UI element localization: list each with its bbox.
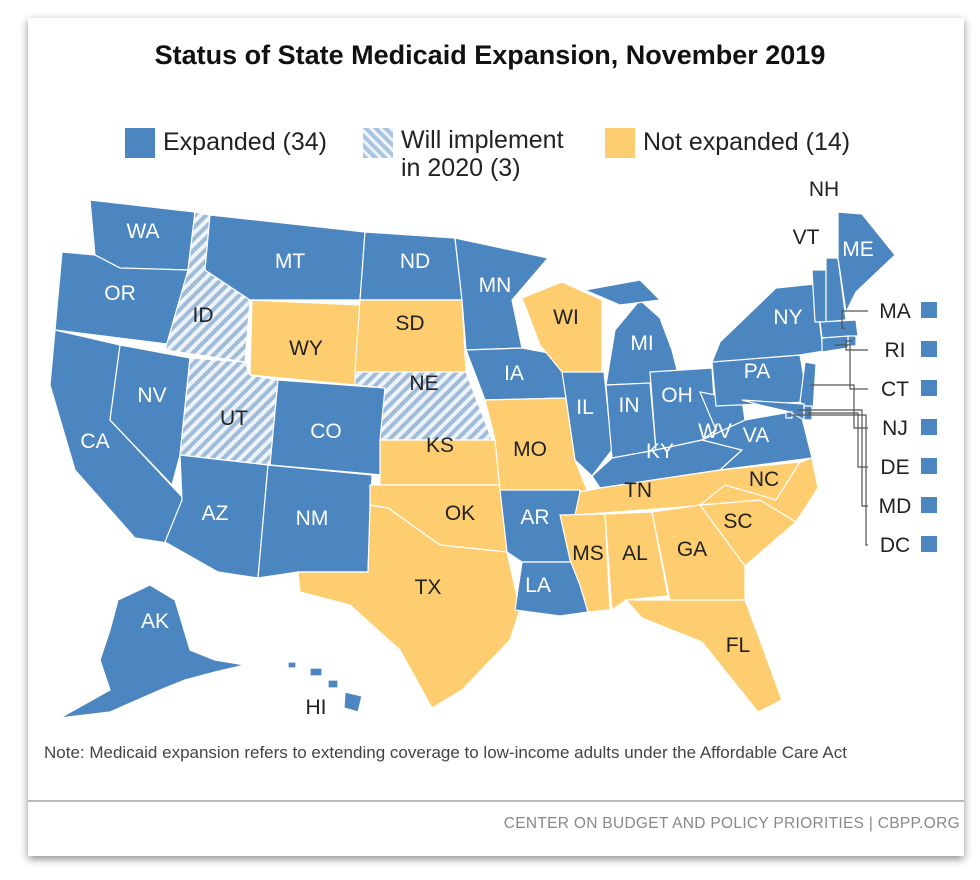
state-nv [109, 344, 191, 487]
state-label-ny: NY [773, 306, 802, 329]
state-ma [819, 319, 859, 339]
state-label-tn: TN [624, 479, 652, 502]
state-swatch-de [921, 458, 937, 474]
legend-swatch-not-expanded [605, 128, 635, 158]
state-al [604, 511, 669, 612]
state-mi [582, 279, 662, 306]
state-label-ca: CA [80, 430, 109, 453]
legend-item-not-expanded: Not expanded (14) [605, 128, 850, 158]
state-swatch-md [921, 497, 937, 513]
legend-label: Will implement in 2020 (3) [401, 126, 564, 182]
state-label-me: ME [842, 238, 874, 261]
state-mt [204, 214, 366, 301]
state-label-ut: UT [220, 407, 248, 430]
state-md [741, 399, 805, 422]
state-label-wy: WY [289, 337, 323, 360]
state-sd [354, 299, 467, 373]
state-label-nd: ND [400, 250, 430, 273]
state-ct [821, 335, 849, 353]
callout-line-dc [789, 414, 868, 546]
state-label-nv: NV [137, 384, 166, 407]
state-vt [811, 269, 827, 323]
state-fl [624, 599, 783, 713]
state-label-ma: MA [879, 300, 911, 323]
legend-item-will-implement: Will implement in 2020 (3) [363, 126, 586, 182]
state-label-ga: GA [677, 538, 707, 561]
state-label-ar: AR [520, 506, 549, 529]
state-label-id: ID [193, 304, 214, 327]
state-label-nc: NC [749, 468, 779, 491]
callout-line-ct [835, 344, 868, 390]
state-hi [327, 679, 339, 689]
state-label-ia: IA [504, 362, 524, 385]
state-nj [799, 361, 817, 414]
state-va [700, 411, 813, 471]
state-label-ok: OK [445, 502, 475, 525]
source-credit: CENTER ON BUDGET AND POLICY PRIORITIES |… [503, 815, 960, 832]
callout-line-de [808, 412, 868, 468]
state-nc [698, 457, 819, 523]
state-hi [343, 691, 363, 713]
legend-swatch-expanded [125, 128, 155, 158]
state-swatch-dc [921, 536, 937, 552]
state-swatch-ma [921, 302, 937, 318]
divider [28, 800, 964, 802]
legend-label: Expanded (34) [163, 128, 328, 156]
footnote: Note: Medicaid expansion refers to exten… [44, 743, 847, 762]
legend-item-expanded: Expanded (34) [125, 128, 327, 158]
state-label-ks: KS [426, 434, 454, 457]
state-ak [59, 584, 246, 719]
state-label-de: DE [880, 456, 909, 479]
state-label-az: AZ [202, 502, 229, 525]
state-label-ak: AK [141, 610, 169, 633]
state-swatch-nj [921, 419, 937, 435]
state-label-nh: NH [809, 178, 839, 201]
state-label-ne: NE [409, 372, 438, 395]
state-label-ri: RI [885, 339, 906, 362]
state-label-ms: MS [572, 542, 604, 565]
state-label-mo: MO [513, 438, 547, 461]
state-me [837, 211, 896, 314]
state-label-hi: HI [306, 696, 327, 719]
callout-line-ma [841, 310, 868, 329]
map-title: Status of State Medicaid Expansion, Nove… [154, 40, 826, 70]
state-label-va: VA [743, 424, 769, 447]
state-label-mt: MT [275, 250, 305, 273]
state-label-md: MD [879, 495, 912, 518]
state-label-in: IN [619, 394, 640, 417]
state-label-fl: FL [726, 634, 751, 657]
state-label-wi: WI [553, 306, 579, 329]
state-label-pa: PA [744, 360, 770, 383]
state-label-tx: TX [415, 576, 442, 599]
state-label-mi: MI [630, 332, 653, 355]
state-label-mn: MN [479, 274, 512, 297]
legend-swatch-will-implement [363, 128, 393, 158]
state-label-wa: WA [126, 220, 159, 243]
state-label-ky: KY [646, 440, 674, 463]
state-label-vt: VT [793, 226, 820, 249]
state-label-wv: WV [698, 420, 732, 443]
callout-line-nj [810, 384, 868, 429]
state-hi [287, 661, 297, 669]
state-swatch-ct [921, 380, 937, 396]
state-label-il: IL [576, 396, 594, 419]
state-label-sd: SD [395, 312, 424, 335]
state-label-or: OR [104, 282, 136, 305]
state-label-dc: DC [880, 534, 910, 557]
state-label-co: CO [310, 420, 342, 443]
state-label-al: AL [622, 542, 648, 565]
state-label-nj: NJ [882, 417, 908, 440]
state-label-sc: SC [723, 510, 752, 533]
state-label-nm: NM [296, 507, 329, 530]
state-label-ct: CT [881, 378, 909, 401]
legend-label: Not expanded (14) [643, 128, 851, 156]
callout-line-md [798, 409, 868, 507]
state-label-oh: OH [661, 384, 693, 407]
state-hi [309, 667, 323, 677]
state-label-la: LA [525, 574, 551, 597]
state-swatch-ri [921, 341, 937, 357]
state-tx [297, 504, 521, 709]
state-ga [651, 504, 746, 601]
